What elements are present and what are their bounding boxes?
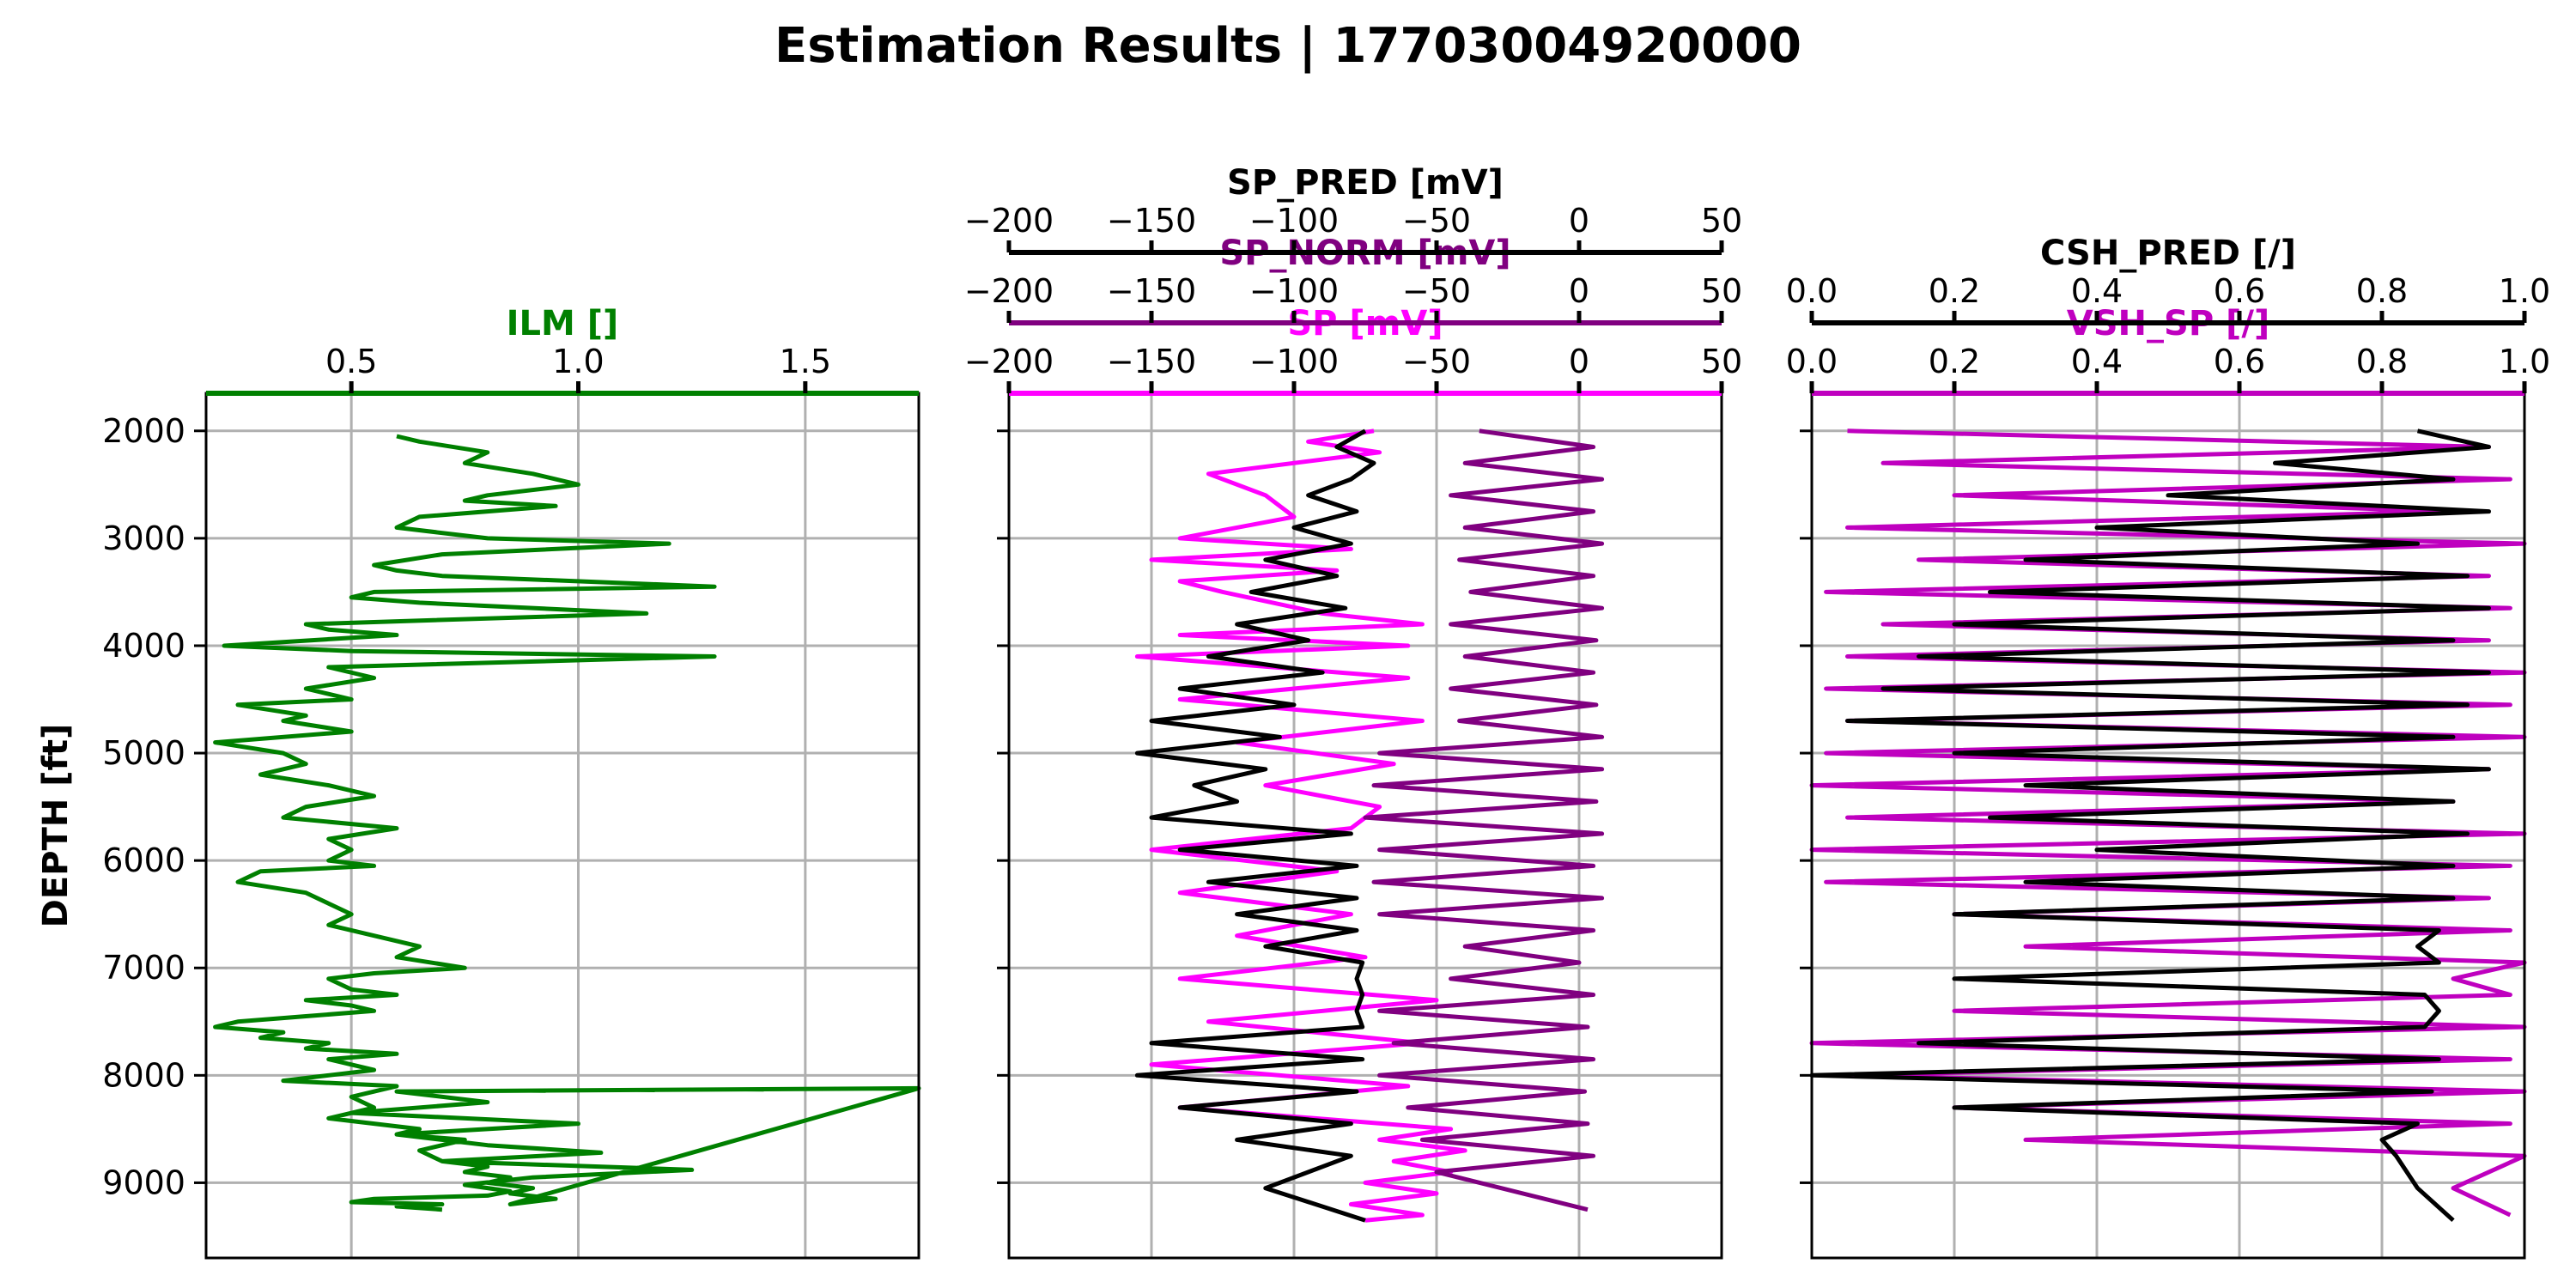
- x-tick-label: 0.6: [2214, 272, 2265, 310]
- x-tick-label: 50: [1701, 343, 1742, 380]
- figure-title: Estimation Results | 17703004920000: [775, 18, 1801, 74]
- x-axis-label: CSH_PRED [/]: [2040, 234, 2296, 273]
- y-tick-label: 5000: [102, 734, 185, 772]
- x-tick-label: 50: [1701, 272, 1742, 310]
- x-tick-label: −150: [1107, 343, 1196, 380]
- track-1: 2000 3000 4000 5000 6000 7000 8000 9000 DEPTH [f…: [36, 304, 921, 1260]
- series-csh-pred: [1809, 428, 2491, 1223]
- y-tick-label: 6000: [102, 841, 185, 879]
- y-tick-label: 9000: [102, 1163, 185, 1201]
- x-tick-label: −100: [1249, 202, 1339, 240]
- x-tick-label: 1.0: [2499, 343, 2550, 380]
- plot-frame: [204, 392, 920, 1260]
- x-tick-label: 0.0: [1786, 272, 1838, 310]
- x-tick-label: 0.8: [2356, 272, 2408, 310]
- x-tick-label: −100: [1249, 272, 1339, 310]
- y-tick-label: 4000: [102, 627, 185, 665]
- x-tick-label: 0.0: [1786, 343, 1838, 380]
- x-tick-label: 0.2: [1929, 272, 1980, 310]
- x-tick-label: −200: [964, 202, 1054, 240]
- x-tick-label: 0.2: [1929, 343, 1980, 380]
- x-tick-label: −100: [1249, 343, 1339, 380]
- x-tick-label: 50: [1701, 202, 1742, 240]
- y-tick-label: 8000: [102, 1056, 185, 1094]
- x-tick-label: 0.5: [325, 343, 377, 380]
- y-tick-label: 3000: [102, 519, 185, 557]
- x-axis-label: SP_PRED [mV]: [1227, 163, 1504, 203]
- x-tick-label: −200: [964, 272, 1054, 310]
- plot-frame: [1007, 392, 1723, 1260]
- x-tick-label: −50: [1402, 272, 1471, 310]
- x-tick-label: 0.4: [2071, 343, 2123, 380]
- x-tick-label: −50: [1402, 343, 1471, 380]
- y-tick-label: 2000: [102, 412, 185, 450]
- x-tick-label: 0: [1569, 202, 1589, 240]
- series-sp-pred-mv: [1134, 428, 1376, 1223]
- y-axis-label: DEPTH [ft]: [36, 724, 76, 928]
- x-tick-label: −50: [1402, 202, 1471, 240]
- x-tick-label: 1.5: [780, 343, 831, 380]
- x-tick-label: −150: [1107, 272, 1196, 310]
- x-tick-label: −200: [964, 343, 1054, 380]
- x-tick-label: 0: [1569, 343, 1589, 380]
- x-axis-label: ILM []: [507, 304, 619, 343]
- x-tick-label: 1.0: [2499, 272, 2550, 310]
- y-tick-label: 7000: [102, 949, 185, 987]
- x-tick-label: 0.8: [2356, 343, 2408, 380]
- x-tick-label: −150: [1107, 202, 1196, 240]
- x-tick-label: 0.4: [2071, 272, 2123, 310]
- series-sp-norm-mv: [1363, 428, 1605, 1212]
- series-ilm: [213, 434, 921, 1212]
- x-tick-label: 0.6: [2214, 343, 2265, 380]
- x-tick-label: 0: [1569, 272, 1589, 310]
- x-tick-label: 1.0: [552, 343, 604, 380]
- series-sp-mv: [1134, 428, 1467, 1223]
